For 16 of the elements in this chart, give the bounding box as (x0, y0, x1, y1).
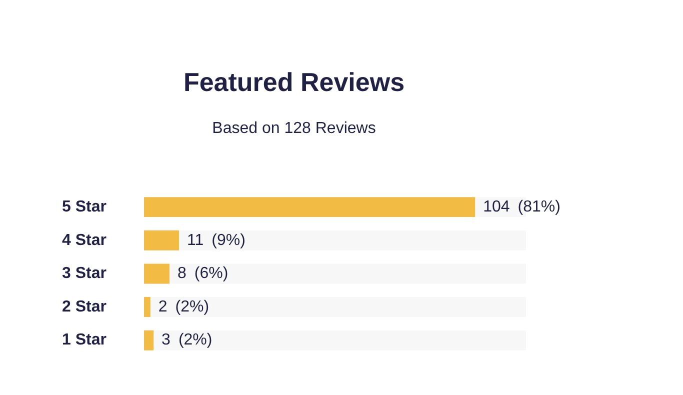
bar (144, 330, 154, 350)
data-label: 104 (81%) (483, 198, 560, 216)
data-label: 11 (9%) (187, 232, 246, 249)
bar (144, 297, 150, 318)
chart-subtitle: Based on 128 Reviews (212, 120, 376, 138)
data-label: 2 (2%) (158, 298, 210, 316)
y-tick-label: 1 Star (62, 332, 106, 349)
bar (144, 264, 170, 284)
data-label: 8 (6%) (177, 265, 228, 282)
data-label: 3 (2%) (162, 332, 212, 349)
y-tick-label: 4 Star (62, 232, 106, 249)
bar (144, 230, 180, 250)
y-tick-label: 2 Star (62, 298, 106, 316)
chart-title: Featured Reviews (183, 66, 405, 97)
y-tick-label: 5 Star (62, 198, 106, 216)
y-tick-label: 3 Star (62, 265, 106, 282)
